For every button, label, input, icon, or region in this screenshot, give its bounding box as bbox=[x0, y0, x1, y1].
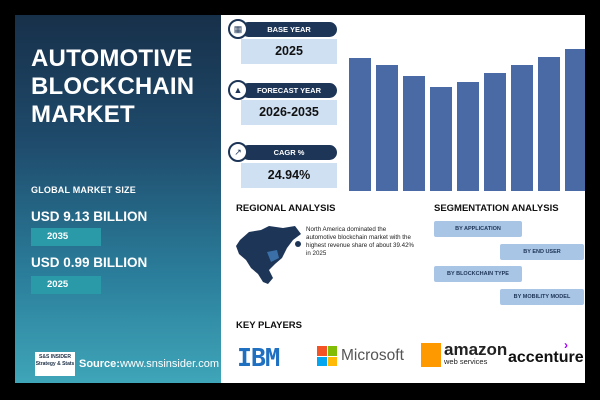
chart-bar-4 bbox=[430, 86, 452, 191]
accenture-logo: accenture bbox=[508, 349, 584, 366]
segment-by-mobility-model: BY MOBILITY MODEL bbox=[500, 289, 584, 305]
chart-bar-7 bbox=[511, 64, 533, 191]
microsoft-squares-icon bbox=[317, 346, 337, 366]
segment-by-blockchain-type: BY BLOCKCHAIN TYPE bbox=[434, 266, 522, 282]
cagr-value: 24.94% bbox=[241, 163, 337, 188]
amazon-wordmark: amazon bbox=[444, 340, 508, 359]
source-line: S&S INSIDER Strategy & Stats Source: www… bbox=[35, 352, 219, 376]
segment-by-application: BY APPLICATION bbox=[434, 221, 522, 237]
market-bar-chart bbox=[345, 23, 585, 191]
chart-bar-5 bbox=[457, 81, 479, 191]
left-panel: AUTOMOTIVE BLOCKCHAIN MARKET GLOBAL MARK… bbox=[15, 15, 221, 383]
key-players-title: KEY PLAYERS bbox=[236, 320, 302, 331]
chart-bar-1 bbox=[349, 58, 371, 191]
source-prefix: Source: bbox=[79, 358, 120, 370]
infographic-canvas: AUTOMOTIVE BLOCKCHAIN MARKET GLOBAL MARK… bbox=[15, 15, 585, 383]
base-year-label: BASE YEAR bbox=[241, 22, 337, 37]
source-url[interactable]: www.snsinsider.com bbox=[119, 358, 220, 370]
segmentation-analysis-title: SEGMENTATION ANALYSIS bbox=[434, 203, 559, 214]
market-value-2025: USD 0.99 BILLION bbox=[31, 255, 148, 270]
regional-analysis-title: REGIONAL ANALYSIS bbox=[236, 203, 336, 214]
chart-bar-3 bbox=[403, 75, 425, 191]
forecast-year-label: FORECAST YEAR bbox=[241, 83, 337, 98]
global-market-size-label: GLOBAL MARKET SIZE bbox=[31, 185, 136, 195]
aws-logo: amazon web services bbox=[421, 341, 507, 367]
chart-bar-2 bbox=[376, 64, 398, 191]
forecast-year-value: 2026-2035 bbox=[241, 100, 337, 125]
growth-icon: ↗ bbox=[228, 142, 248, 162]
microsoft-wordmark: Microsoft bbox=[341, 347, 404, 364]
calendar-icon: ▦ bbox=[228, 19, 248, 39]
base-year-value: 2025 bbox=[241, 39, 337, 64]
forecast-chart-icon: ▲ bbox=[228, 80, 248, 100]
page-title: AUTOMOTIVE BLOCKCHAIN MARKET bbox=[31, 45, 195, 128]
sns-insider-logo: S&S INSIDER Strategy & Stats bbox=[35, 352, 75, 376]
regional-summary: North America dominated the automotive b… bbox=[306, 226, 415, 257]
accenture-chevron-icon: › bbox=[564, 338, 568, 352]
north-america-map-icon bbox=[236, 226, 301, 284]
chart-bar-9 bbox=[565, 48, 585, 191]
microsoft-logo: Microsoft bbox=[317, 346, 404, 366]
aws-cubes-icon bbox=[421, 343, 441, 367]
year-badge-2035: 2035 bbox=[31, 228, 101, 246]
chart-bar-6 bbox=[484, 72, 506, 191]
ibm-logo: IBM bbox=[237, 343, 280, 372]
chart-bar-8 bbox=[538, 56, 560, 191]
segment-by-end-user: BY END USER bbox=[500, 244, 584, 260]
market-value-2035: USD 9.13 BILLION bbox=[31, 209, 148, 224]
cagr-label: CAGR % bbox=[241, 145, 337, 160]
year-badge-2025: 2025 bbox=[31, 276, 101, 294]
aws-subtitle: web services bbox=[444, 357, 488, 366]
